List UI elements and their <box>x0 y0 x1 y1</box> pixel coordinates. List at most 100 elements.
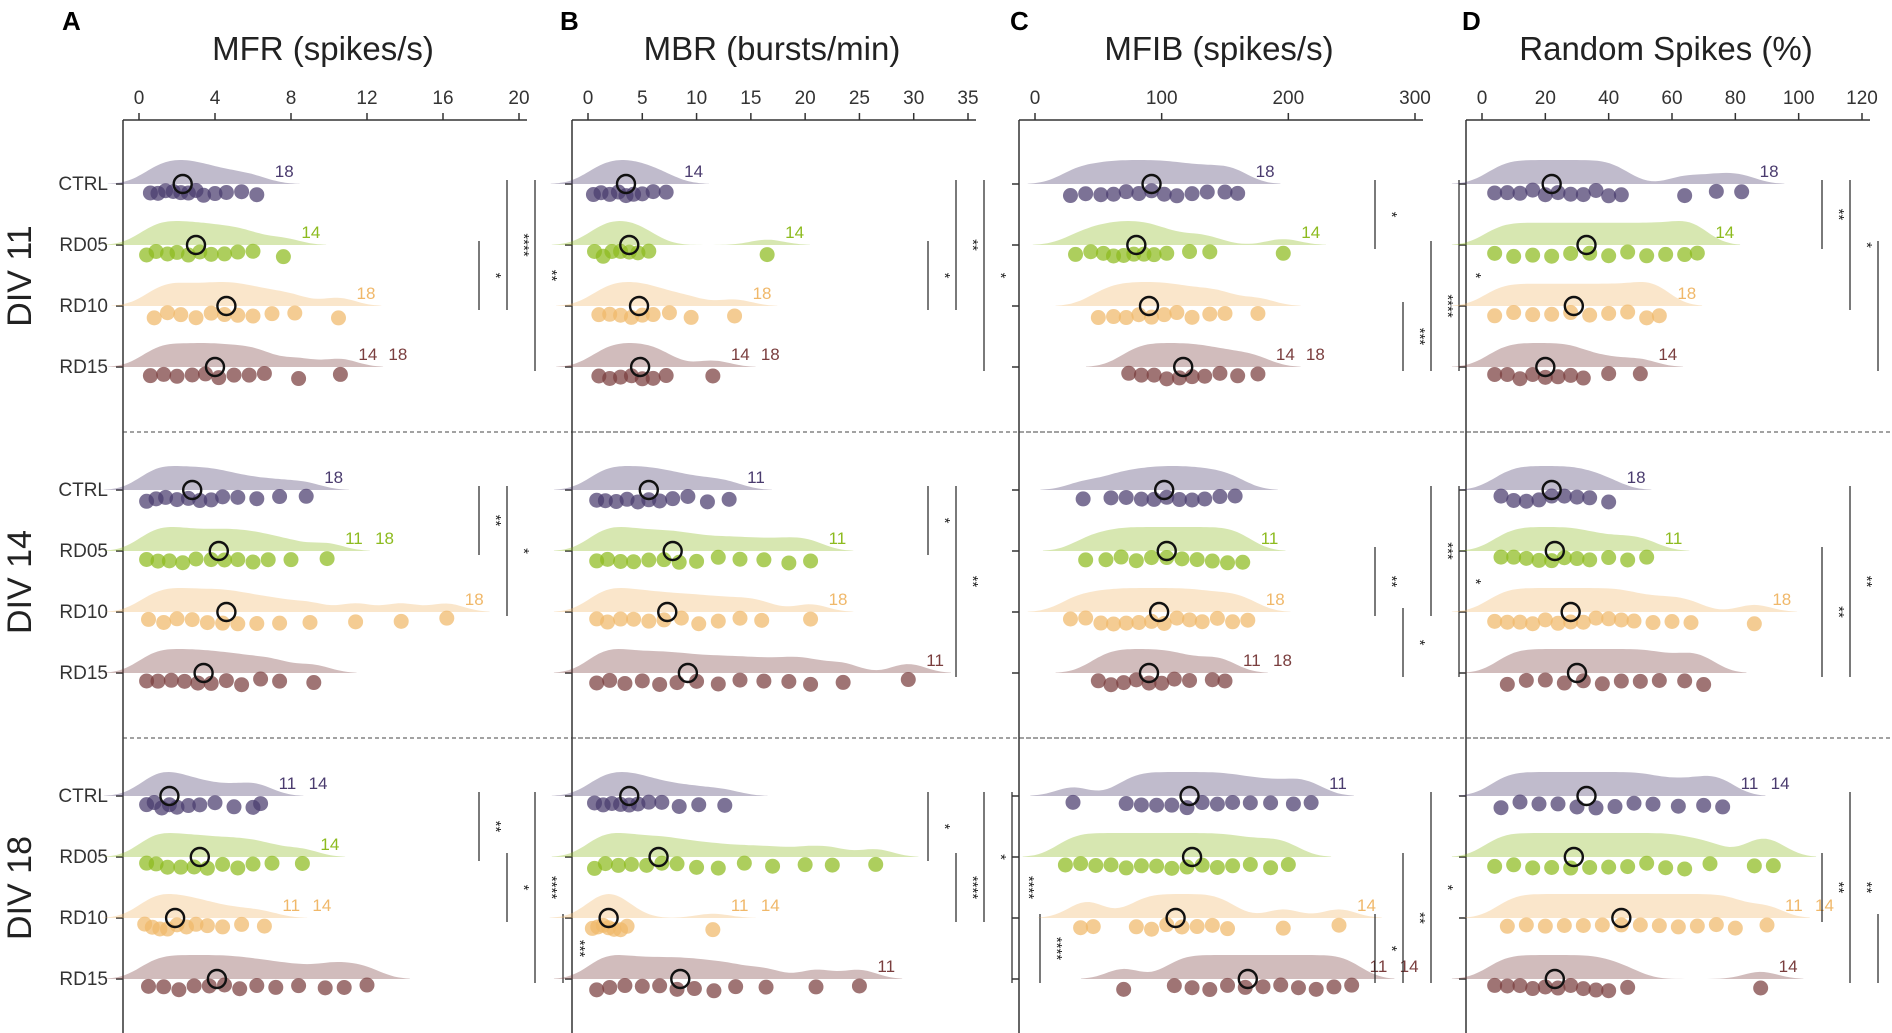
data-point <box>1090 673 1106 689</box>
data-point <box>1518 917 1534 933</box>
x-tick-label: 40 <box>1598 88 1619 109</box>
data-point <box>656 552 672 568</box>
data-point <box>1683 615 1699 631</box>
density-cloud <box>1451 588 1798 612</box>
significance-label: * <box>1858 242 1875 248</box>
panel-letter: C <box>1010 6 1029 36</box>
data-point <box>230 244 246 260</box>
data-point <box>1209 859 1225 875</box>
data-point <box>1525 366 1541 382</box>
data-point <box>190 675 206 691</box>
mean-marker <box>1181 846 1203 868</box>
significance-label: * <box>936 273 953 279</box>
n-label: 11 <box>877 957 895 976</box>
data-point <box>1601 248 1617 264</box>
data-point <box>1118 489 1134 505</box>
data-point <box>158 489 174 505</box>
data-point <box>1563 367 1579 383</box>
data-point <box>1499 366 1515 382</box>
data-point <box>732 551 748 567</box>
significance-label: **** <box>1048 937 1065 961</box>
data-point <box>1280 857 1296 873</box>
x-tick-label: 4 <box>210 88 221 109</box>
block-div-14: 18 11 18 ** ** <box>1451 466 1875 693</box>
mean-marker <box>159 785 180 807</box>
x-tick-label: 5 <box>637 88 648 109</box>
significance-label: ** <box>1858 882 1875 894</box>
data-point <box>1078 552 1094 568</box>
data-point <box>1242 857 1258 873</box>
data-point <box>639 857 655 873</box>
data-point <box>1184 492 1200 508</box>
data-point <box>1093 187 1109 203</box>
data-point <box>1189 919 1205 935</box>
data-point <box>203 246 219 262</box>
data-point <box>1225 614 1241 630</box>
density-cloud <box>103 772 304 796</box>
data-point <box>226 799 242 815</box>
data-point <box>754 612 770 628</box>
data-point <box>1088 857 1104 873</box>
density-cloud <box>103 833 346 857</box>
data-point <box>1645 615 1661 631</box>
data-point <box>710 860 726 876</box>
significance-label: * <box>1411 640 1428 646</box>
mean-marker <box>662 540 683 562</box>
data-point <box>617 978 633 994</box>
data-point <box>1197 491 1213 507</box>
data-point <box>1220 977 1236 993</box>
data-point <box>253 671 269 687</box>
n-label: 18 <box>1677 284 1696 303</box>
significance-label: ** <box>1858 576 1875 588</box>
data-point <box>1118 796 1134 812</box>
data-point <box>275 249 291 265</box>
data-point <box>602 979 618 995</box>
density-cloud <box>549 894 756 918</box>
group-label-rd10: RD10 <box>59 908 108 929</box>
data-point <box>298 488 314 504</box>
mean-marker <box>1541 173 1562 195</box>
data-point <box>1159 245 1175 261</box>
data-point <box>1556 918 1572 934</box>
data-point <box>1525 307 1541 323</box>
data-point <box>156 366 172 382</box>
data-point <box>217 246 232 262</box>
data-point <box>1601 366 1617 382</box>
data-point <box>272 615 288 631</box>
data-point <box>1118 184 1134 200</box>
data-point <box>1746 616 1762 632</box>
data-point <box>302 614 318 630</box>
data-point <box>1184 186 1200 202</box>
data-point <box>1639 310 1655 326</box>
data-point <box>1184 980 1200 996</box>
div-label: DIV 11 <box>1 225 39 326</box>
density-cloud <box>556 343 756 367</box>
data-point <box>1531 796 1547 812</box>
n-label: 14 <box>1779 957 1798 976</box>
data-point <box>1594 676 1610 692</box>
x-tick-label: 120 <box>1846 88 1878 109</box>
density-cloud <box>1040 466 1278 490</box>
n-label: 14 <box>684 162 703 181</box>
x-tick-label: 20 <box>795 88 816 109</box>
data-point <box>1220 921 1236 937</box>
data-point <box>169 244 185 260</box>
data-point <box>245 856 261 872</box>
data-point <box>218 673 234 689</box>
x-tick-label: 80 <box>1725 88 1746 109</box>
data-point <box>160 305 175 321</box>
n-label: 11 <box>926 651 944 670</box>
data-point <box>217 552 232 568</box>
significance-label: * <box>936 518 953 524</box>
data-point <box>1658 246 1674 262</box>
data-point <box>1065 794 1081 810</box>
data-point <box>600 614 616 630</box>
mean-marker <box>629 356 651 378</box>
data-point <box>1607 799 1623 815</box>
panel-title: MBR (bursts/min) <box>644 30 901 67</box>
data-point <box>613 369 629 385</box>
data-point <box>272 673 288 689</box>
